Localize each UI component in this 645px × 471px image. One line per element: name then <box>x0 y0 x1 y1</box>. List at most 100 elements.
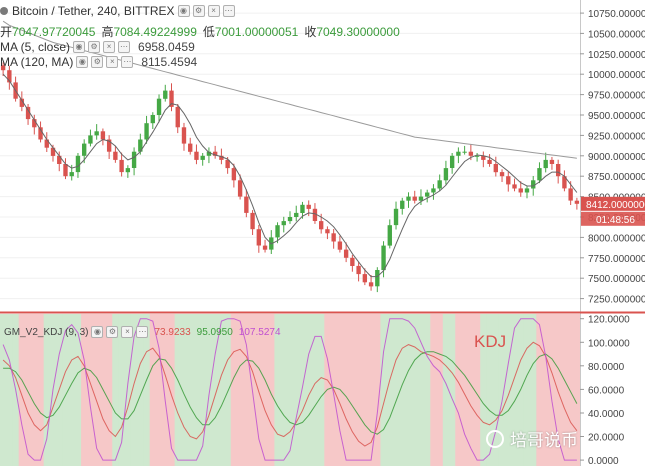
kdj-zone <box>293 314 300 466</box>
candle-body <box>412 196 417 201</box>
kdj-zone <box>361 314 369 466</box>
kdj-zone <box>199 314 207 466</box>
kdj-line-k <box>2 341 578 447</box>
kdj-zone <box>31 314 39 466</box>
ma-short-line <box>2 73 578 278</box>
indicator-ma-long-value: 8115.4594 <box>141 55 198 69</box>
kdj-axis[interactable]: 120.0000 100.0000 80.0000 60.0000 40.0000 20.… <box>580 315 630 467</box>
candle-body <box>194 151 199 160</box>
eye-icon[interactable]: ◉ <box>76 56 89 68</box>
symbol-title[interactable]: Bitcoin / Tether, 240, BITTREX <box>12 4 175 18</box>
kdj-zone <box>180 314 188 466</box>
candle-body <box>69 172 74 177</box>
candle-body <box>300 204 305 213</box>
candle-body <box>131 151 137 168</box>
candle-body <box>543 159 548 169</box>
close-icon[interactable]: × <box>106 56 119 68</box>
close-icon[interactable]: × <box>207 5 220 17</box>
price-tag-value: 8412.00000000 <box>586 200 645 211</box>
ohlc-open-label: 开 <box>0 25 13 39</box>
candle-body <box>231 168 237 181</box>
candle-body <box>82 143 87 156</box>
ohlc-close-label: 收 <box>304 25 317 39</box>
candle-body <box>181 127 187 144</box>
more-icon[interactable]: ⋯ <box>222 5 235 17</box>
kdj-zone <box>511 314 519 466</box>
candle-body <box>156 98 162 115</box>
candles <box>0 62 580 293</box>
candle-body <box>537 168 542 181</box>
settings-icon[interactable]: ⚙ <box>91 56 104 68</box>
candle-body <box>350 257 355 266</box>
close-icon[interactable]: × <box>103 41 116 53</box>
candle-body <box>331 233 336 242</box>
kdj-axis-label: 60.0000 <box>588 385 625 396</box>
candle-body <box>262 245 268 250</box>
kdj-zone <box>24 314 32 466</box>
kdj-zone <box>299 314 307 466</box>
price-axis-label: 8000.00000000 <box>588 233 645 244</box>
kdj-zone <box>498 314 506 466</box>
candle-body <box>250 212 255 230</box>
kdj-zone <box>386 314 394 466</box>
indicator-ma-long[interactable]: MA (120, MA) ◉ ⚙ × ⋯ 8115.4594 <box>0 55 197 69</box>
candle-body <box>75 155 81 173</box>
kdj-zone <box>349 314 357 466</box>
settings-icon[interactable]: ⚙ <box>192 5 205 17</box>
ohlc-low-label: 低 <box>202 25 215 39</box>
more-icon[interactable]: ⋯ <box>136 326 149 338</box>
kdj-zone <box>442 314 450 466</box>
candle-body <box>106 139 112 152</box>
kdj-zone <box>367 314 375 466</box>
more-icon[interactable]: ⋯ <box>121 56 134 68</box>
candle-body <box>418 196 424 201</box>
kdj-zone <box>149 314 157 466</box>
kdj-j-value: 107.5274 <box>238 326 281 338</box>
kdj-zone <box>0 314 7 466</box>
symbol-dot-icon <box>0 7 8 15</box>
kdj-k-value: 73.9233 <box>154 326 191 338</box>
eye-icon[interactable]: ◉ <box>177 5 190 17</box>
candle-body <box>188 143 193 152</box>
kdj-zone <box>374 314 382 466</box>
eye-icon[interactable]: ◉ <box>91 326 104 338</box>
price-header: Bitcoin / Tether, 240, BITTREX ◉ ⚙ × ⋯ 开… <box>0 0 580 70</box>
time-tag-value: 01:48:56 <box>596 215 635 226</box>
kdj-zone <box>436 314 444 466</box>
ma-long-line <box>2 20 577 159</box>
kdj-axis-label: 20.0000 <box>588 433 625 444</box>
ohlc-high-value: 7084.49224999 <box>113 24 197 39</box>
kdj-zone <box>505 314 512 466</box>
candle-body <box>356 265 361 275</box>
kdj-zone <box>449 314 456 466</box>
kdj-zone <box>480 314 488 466</box>
more-icon[interactable]: ⋯ <box>118 41 131 53</box>
settings-icon[interactable]: ⚙ <box>88 41 101 53</box>
settings-icon[interactable]: ⚙ <box>106 326 119 338</box>
kdj-zone <box>274 314 282 466</box>
kdj-axis-label: 80.0000 <box>588 362 625 373</box>
kdj-zone <box>124 314 132 466</box>
candle-body <box>481 155 486 160</box>
candle-body <box>456 151 461 156</box>
price-axis-label: 8750.00000000 <box>588 172 645 183</box>
candle-body <box>219 155 224 160</box>
kdj-zone <box>573 314 581 466</box>
close-icon[interactable]: × <box>121 326 134 338</box>
kdj-zone <box>286 314 294 466</box>
candle-body <box>19 98 25 107</box>
price-axis[interactable]: 10750.00000000 10500.00000000 10250.000000… <box>580 9 645 306</box>
kdj-zone <box>255 314 263 466</box>
watermark-logo-icon <box>486 429 504 448</box>
candle-body <box>437 180 442 189</box>
kdj-zone <box>193 314 201 466</box>
kdj-header[interactable]: GM_V2_KDJ (9, 3) ◉ ⚙ × ⋯ 73.9233 95.0950… <box>4 326 281 338</box>
candle-body <box>50 147 56 156</box>
kdj-zone <box>18 314 26 466</box>
eye-icon[interactable]: ◉ <box>73 41 86 53</box>
candle-body <box>25 106 31 120</box>
indicator-ma-short[interactable]: MA (5, close) ◉ ⚙ × ⋯ 6958.0459 <box>0 40 195 54</box>
candle-body <box>449 155 455 168</box>
candle-body <box>343 249 349 258</box>
candle-body <box>275 225 280 238</box>
